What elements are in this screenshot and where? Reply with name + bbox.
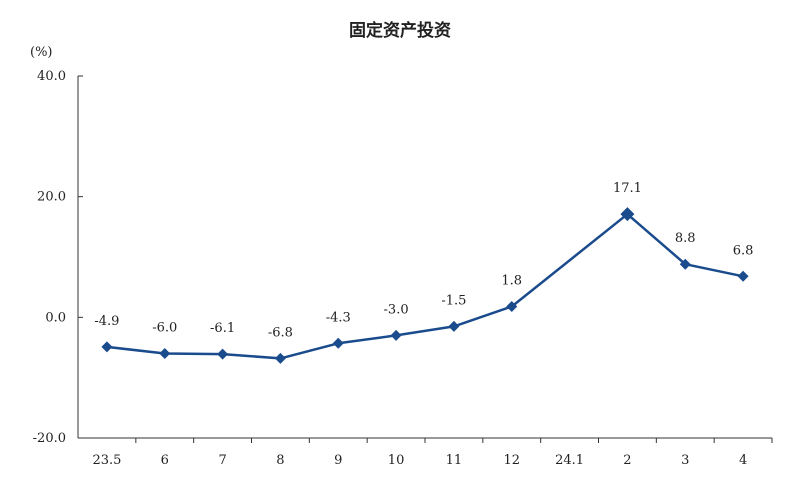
y-tick-label: 20.0 [37, 190, 66, 205]
x-tick-label: 11 [446, 453, 463, 468]
data-point-marker [332, 337, 344, 349]
data-point-marker [159, 348, 171, 360]
y-tick-label: 40.0 [37, 69, 66, 84]
chart-title: 固定资产投资 [349, 20, 451, 41]
x-tick-label: 7 [218, 453, 226, 468]
data-label: -4.9 [94, 314, 119, 329]
data-label: -6.8 [268, 325, 293, 340]
data-markers [101, 207, 749, 364]
y-tick-label: -20.0 [33, 431, 66, 446]
data-point-marker [737, 270, 749, 282]
series-line [106, 212, 744, 360]
x-tick-label: 2 [623, 453, 631, 468]
data-point-marker [620, 207, 635, 222]
y-ticks: 40.0 20.0 0.0 -20.0 [33, 69, 83, 446]
data-point-marker [390, 329, 402, 341]
data-labels: -4.9 -6.0 -6.1 -6.8 -4.3 -3.0 -1.5 1.8 17.1 8.8 6.… [94, 181, 753, 340]
x-tick-label: 6 [161, 453, 169, 468]
data-label: -6.1 [210, 321, 235, 336]
data-point-marker [448, 320, 460, 332]
x-tick-label: 8 [276, 453, 284, 468]
x-tick-label: 9 [334, 453, 342, 468]
y-tick-label: 0.0 [45, 310, 66, 325]
x-tick-label: 3 [681, 453, 689, 468]
data-point-marker [101, 341, 113, 353]
data-label: -4.3 [326, 310, 351, 325]
y-axis-unit-label: (%) [30, 45, 53, 60]
data-label: 17.1 [613, 181, 642, 196]
data-label: -6.0 [152, 321, 177, 336]
x-tick-label: 24.1 [555, 453, 584, 468]
x-tick-label: 12 [503, 453, 520, 468]
data-label: 1.8 [501, 273, 522, 288]
x-tick-label: 4 [739, 453, 747, 468]
x-ticks: 23.5 6 7 8 9 10 11 12 24.1 2 3 4 [92, 438, 773, 468]
data-point-marker [679, 258, 691, 270]
data-point-marker [217, 348, 229, 360]
x-tick-label: 10 [388, 453, 405, 468]
data-label: -3.0 [384, 302, 409, 317]
data-point-marker [506, 300, 518, 312]
data-point-marker [274, 352, 286, 364]
x-tick-label: 23.5 [92, 453, 121, 468]
data-label: 8.8 [675, 231, 696, 246]
data-label: -1.5 [441, 293, 466, 308]
data-label: 6.8 [733, 243, 754, 258]
